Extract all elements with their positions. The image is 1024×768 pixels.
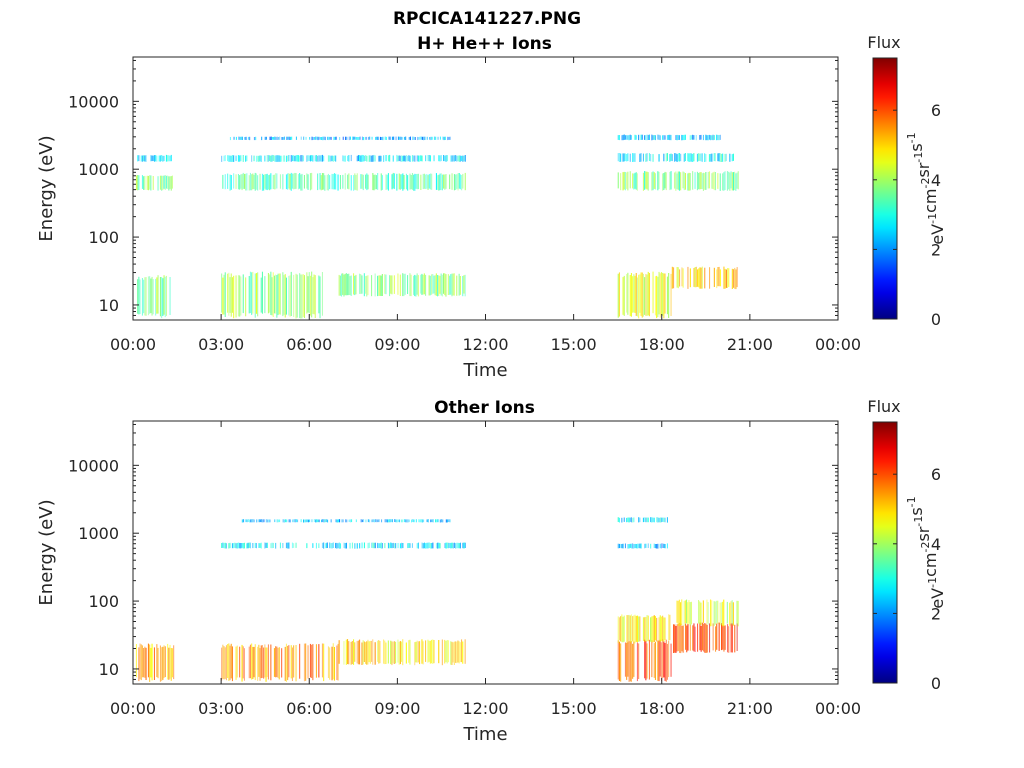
spectrogram	[135, 517, 739, 682]
flux-band	[617, 134, 721, 141]
colorbar-tick-label: 6	[931, 101, 941, 120]
panel-2: Other Ions 00:00 03:00 06:00 09:00 12:00 15:00…	[36, 397, 947, 745]
figure-title: RPCICA141227.PNG	[393, 9, 581, 29]
unit-base: cm	[921, 553, 940, 577]
unit-base: sr	[914, 526, 933, 541]
x-axis-label: Time	[462, 360, 507, 381]
colorbar-title: Flux	[867, 33, 900, 52]
colorbar-unit-label: eV-1cm-2sr-1s-1	[905, 132, 947, 244]
flux-band	[617, 639, 672, 682]
flux-band	[338, 273, 466, 297]
unit-base: sr	[914, 162, 933, 177]
unit-base: s	[907, 507, 926, 515]
x-tick-label: 06:00	[286, 699, 332, 718]
y-axis-label: Energy (eV)	[36, 135, 57, 241]
unit-exponent: -1	[926, 213, 939, 224]
flux-band	[671, 266, 738, 290]
x-tick-label: 09:00	[374, 699, 420, 718]
flux-band	[617, 543, 668, 549]
y-tick-label: 10	[99, 296, 119, 315]
y-tick-label: 100	[88, 228, 119, 247]
unit-base: eV	[928, 224, 947, 245]
colorbar-tick-label: 4	[931, 171, 941, 190]
x-tick-label: 18:00	[639, 699, 685, 718]
flux-band	[617, 271, 672, 319]
panel-1: H+ He++ Ions 00:00 03:00 06:00 09:00 12:00 15:…	[36, 33, 947, 381]
colorbar-tick-label: 0	[931, 674, 941, 693]
flux-band	[241, 519, 451, 523]
x-tick-label: 15:00	[551, 699, 597, 718]
flux-band	[229, 136, 451, 141]
colorbar-tick-label: 4	[931, 535, 941, 554]
flux-band	[221, 542, 466, 549]
flux-band	[135, 643, 175, 682]
y-tick-label: 10	[99, 660, 119, 679]
unit-exponent: -1	[905, 496, 918, 507]
x-tick-label: 18:00	[639, 335, 685, 354]
flux-band	[221, 271, 323, 319]
panel-title: Other Ions	[434, 398, 535, 418]
x-tick-label: 00:00	[110, 335, 156, 354]
colorbar-tick-label: 2	[931, 604, 941, 623]
flux-band	[338, 639, 466, 666]
unit-exponent: -1	[926, 577, 939, 588]
panel-title: H+ He++ Ions	[417, 34, 552, 54]
unit-base: s	[907, 143, 926, 151]
y-axis-label: Energy (eV)	[36, 499, 57, 605]
colorbar-tick-label: 0	[931, 310, 941, 329]
flux-band	[673, 622, 738, 654]
x-tick-label: 00:00	[815, 335, 861, 354]
x-tick-label: 21:00	[727, 335, 773, 354]
colorbar-scale	[872, 421, 898, 684]
x-tick-label: 09:00	[374, 335, 420, 354]
unit-exponent: -1	[912, 516, 925, 527]
x-axis-label: Time	[462, 724, 507, 745]
flux-band	[617, 171, 739, 191]
y-tick-label: 100	[88, 592, 119, 611]
y-tick-label: 1000	[78, 160, 119, 179]
flux-band	[676, 599, 739, 627]
unit-exponent: -2	[919, 178, 932, 189]
x-tick-label: 12:00	[462, 699, 508, 718]
x-tick-label: 21:00	[727, 699, 773, 718]
x-tick-label: 00:00	[815, 699, 861, 718]
spectrogram	[135, 134, 739, 319]
flux-band	[135, 175, 173, 191]
unit-base: cm	[921, 189, 940, 213]
flux-band	[617, 517, 668, 523]
x-tick-label: 12:00	[462, 335, 508, 354]
flux-band	[222, 172, 466, 191]
flux-band	[137, 154, 172, 162]
flux-band	[137, 275, 171, 319]
flux-band	[221, 643, 339, 682]
colorbar-tick-label: 2	[931, 240, 941, 259]
colorbar-unit-label: eV-1cm-2sr-1s-1	[905, 496, 947, 608]
unit-exponent: -1	[912, 152, 925, 163]
x-tick-label: 06:00	[286, 335, 332, 354]
x-tick-label: 03:00	[198, 335, 244, 354]
y-tick-label: 10000	[68, 456, 119, 475]
colorbar-scale	[872, 57, 898, 320]
unit-base: eV	[928, 588, 947, 609]
x-tick-label: 03:00	[198, 699, 244, 718]
flux-band	[617, 153, 734, 162]
flux-band	[617, 614, 671, 644]
flux-band	[221, 154, 466, 162]
x-tick-label: 00:00	[110, 699, 156, 718]
y-tick-label: 1000	[78, 524, 119, 543]
unit-exponent: -2	[919, 542, 932, 553]
x-tick-label: 15:00	[551, 335, 597, 354]
colorbar-title: Flux	[867, 397, 900, 416]
y-tick-label: 10000	[68, 92, 119, 111]
unit-exponent: -1	[905, 132, 918, 143]
colorbar-tick-label: 6	[931, 465, 941, 484]
